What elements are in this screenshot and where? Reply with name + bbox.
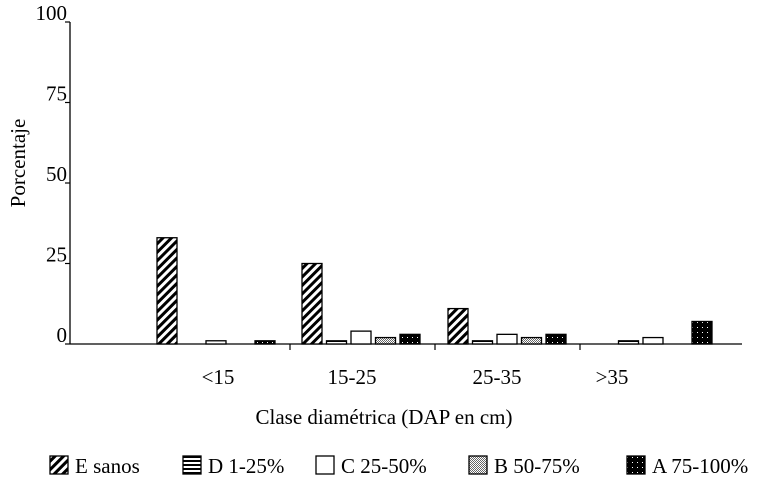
bars	[156, 237, 713, 345]
x-category-labels: <15 15-25 25-35 >35	[202, 365, 629, 389]
bar-white-0	[205, 340, 227, 345]
bar-white-3	[642, 336, 664, 345]
bar-hstripes-3	[617, 340, 640, 345]
legend-swatch-dots	[626, 455, 646, 475]
legend-label: A 75-100%	[652, 454, 748, 478]
x-category-label: <15	[202, 365, 235, 389]
x-category-label: >35	[596, 365, 629, 389]
y-tick-label: 100	[36, 1, 68, 25]
legend-label: B 50-75%	[494, 454, 580, 478]
x-category-label: 25-35	[473, 365, 522, 389]
bar-hstripes-2	[471, 340, 494, 345]
bar-white-2	[496, 333, 518, 345]
y-tick-label: 75	[46, 82, 67, 106]
y-tick-label: 50	[46, 162, 67, 186]
bar-dots-0	[254, 340, 276, 345]
legend-swatch-hstripes	[182, 455, 202, 475]
legend-label: C 25-50%	[341, 454, 427, 478]
bar-hatch-2	[447, 307, 469, 345]
y-tick-label: 0	[57, 323, 68, 347]
legend-label: D 1-25%	[208, 454, 284, 478]
bar-dots-1	[399, 333, 421, 345]
bar-hstripes-1	[325, 340, 348, 345]
legend-swatch-white	[315, 455, 335, 475]
legend-swatch-hatch	[49, 455, 69, 475]
bar-checker-1	[374, 336, 397, 345]
legend-label: E sanos	[75, 454, 140, 478]
legend: E sanos D 1-25% C 25-50% B 50-75% A 75-100%	[49, 454, 748, 478]
bar-dots-3	[691, 320, 713, 345]
bar-white-1	[350, 330, 372, 345]
x-category-label: 15-25	[328, 365, 377, 389]
x-ticks	[289, 344, 581, 350]
bar-hatch-0	[156, 237, 178, 345]
y-tick-label: 25	[46, 243, 67, 267]
legend-swatch-checker	[468, 455, 488, 475]
bar-dots-2	[545, 333, 567, 345]
bar-hatch-1	[301, 262, 323, 345]
y-axis-title: Porcentaje	[6, 119, 30, 208]
x-axis-title: Clase diamétrica (DAP en cm)	[256, 405, 513, 429]
y-ticks: 0 25 50 75 100	[36, 1, 70, 347]
bar-checker-2	[520, 336, 543, 345]
